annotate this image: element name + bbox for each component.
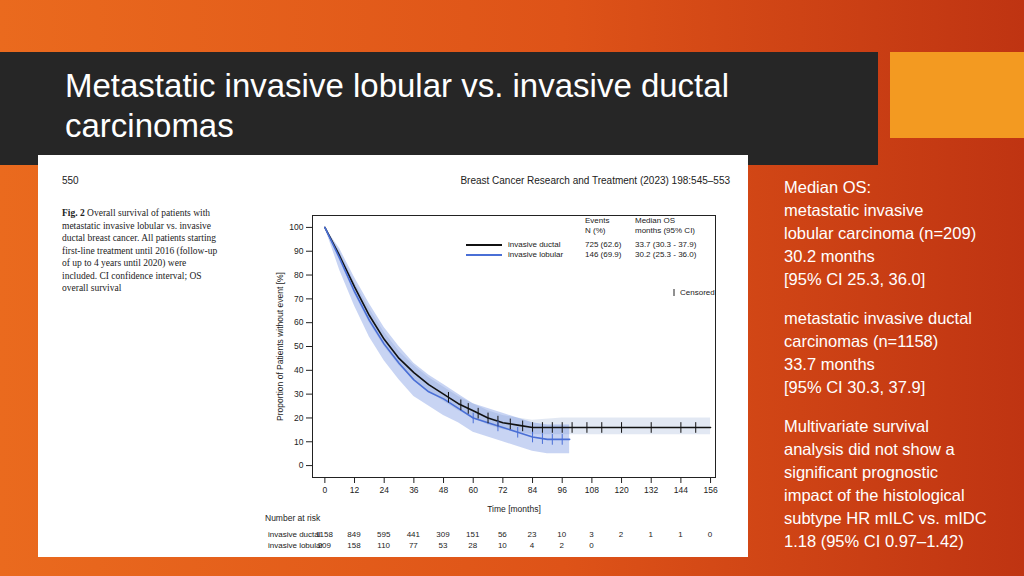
html-text:209: 209 bbox=[317, 541, 331, 550]
svg-text:30: 30 bbox=[294, 389, 304, 399]
html-text:1: 1 bbox=[678, 530, 683, 539]
svg-text:72: 72 bbox=[498, 485, 508, 495]
html-text:Breast Cancer Research and Tre: Breast Cancer Research and Treatment (20… bbox=[460, 175, 730, 186]
html-text:2: 2 bbox=[559, 541, 564, 550]
html-text:151: 151 bbox=[466, 530, 480, 539]
html-text:1: 1 bbox=[648, 530, 653, 539]
html-text:metastatic invasive ductal: metastatic invasive ductal bbox=[784, 309, 972, 327]
svg-text:60: 60 bbox=[468, 485, 478, 495]
html-text:carcinomas: carcinomas bbox=[65, 107, 234, 144]
svg-text:0: 0 bbox=[322, 485, 327, 495]
svg-text:96: 96 bbox=[557, 485, 567, 495]
html-text:Median OS: Median OS bbox=[635, 216, 675, 225]
html-text:725 (62.6): 725 (62.6) bbox=[585, 240, 622, 249]
html-text:N (%): N (%) bbox=[585, 225, 606, 235]
svg-text:10: 10 bbox=[294, 436, 304, 446]
html-text:30.2 months: 30.2 months bbox=[784, 247, 875, 265]
html-text:Number at risk: Number at risk bbox=[265, 513, 321, 523]
html-text:Metastatic invasive lobular vs: Metastatic invasive lobular vs. invasive… bbox=[65, 67, 729, 104]
svg-text:80: 80 bbox=[294, 270, 304, 280]
html-text:10: 10 bbox=[557, 530, 567, 539]
html-text:analysis did not show a: analysis did not show a bbox=[784, 440, 955, 458]
html-text:0: 0 bbox=[589, 541, 594, 550]
svg-text:70: 70 bbox=[294, 294, 304, 304]
html-text:1.18 (95% CI 0.97–1.42): 1.18 (95% CI 0.97–1.42) bbox=[784, 532, 964, 550]
svg-text:12: 12 bbox=[350, 485, 360, 495]
html-text:Multivariate survival: Multivariate survival bbox=[784, 417, 929, 435]
svg-text:20: 20 bbox=[294, 413, 304, 423]
svg-text:120: 120 bbox=[614, 485, 628, 495]
svg-text:48: 48 bbox=[439, 485, 449, 495]
svg-text:36: 36 bbox=[409, 485, 419, 495]
html-text:23: 23 bbox=[527, 530, 537, 539]
html-text:impact of the histological: impact of the histological bbox=[784, 486, 965, 504]
html-text:3: 3 bbox=[589, 530, 594, 539]
html-text:158: 158 bbox=[347, 541, 361, 550]
html-text:28: 28 bbox=[468, 541, 478, 550]
html-text:33.7 months: 33.7 months bbox=[784, 355, 875, 373]
svg-text:84: 84 bbox=[528, 485, 538, 495]
html-text:77: 77 bbox=[408, 541, 418, 550]
html-text:30.2 (25.3 - 36.0): 30.2 (25.3 - 36.0) bbox=[635, 250, 697, 259]
html-text:2: 2 bbox=[618, 530, 624, 539]
html-text:significant prognostic: significant prognostic bbox=[784, 463, 939, 481]
html-text:[95% CI 25.3, 36.0]: [95% CI 25.3, 36.0] bbox=[784, 270, 926, 288]
html-text:595: 595 bbox=[377, 530, 391, 539]
svg-text:50: 50 bbox=[294, 341, 304, 351]
html-text:invasive lobular: invasive lobular bbox=[268, 541, 324, 550]
html-text:309: 309 bbox=[436, 530, 450, 539]
html-text:carcinomas (n=1158): carcinomas (n=1158) bbox=[784, 332, 939, 350]
svg-text:24: 24 bbox=[379, 485, 389, 495]
html-text:550: 550 bbox=[62, 175, 79, 186]
html-text:metastatic invasive: metastatic invasive bbox=[784, 201, 924, 219]
html-text:849: 849 bbox=[347, 530, 361, 539]
html-text:0: 0 bbox=[707, 530, 713, 539]
html-text:months (95% CI): months (95% CI) bbox=[635, 225, 695, 235]
html-text:[95% CI 30.3, 37.9]: [95% CI 30.3, 37.9] bbox=[784, 378, 926, 396]
html-text:invasive lobular: invasive lobular bbox=[508, 250, 564, 259]
html-text:110: 110 bbox=[377, 541, 391, 550]
svg-text:156: 156 bbox=[703, 485, 717, 495]
html-text:invasive ductal: invasive ductal bbox=[508, 240, 561, 249]
svg-text:0: 0 bbox=[299, 460, 304, 470]
html-text:Fig. 2 Overall survival of pat: Fig. 2 Overall survival of patients with… bbox=[62, 208, 218, 293]
svg-text:90: 90 bbox=[294, 246, 304, 256]
svg-text:132: 132 bbox=[644, 485, 658, 495]
html-text:Events: Events bbox=[585, 216, 610, 225]
html-text:1158: 1158 bbox=[315, 530, 333, 539]
svg-text:Time [months]: Time [months] bbox=[487, 504, 541, 514]
html-text:10: 10 bbox=[497, 541, 507, 550]
html-text:53: 53 bbox=[438, 541, 448, 550]
html-text:lobular carcinoma (n=209): lobular carcinoma (n=209) bbox=[784, 224, 977, 242]
html-text:4: 4 bbox=[529, 541, 535, 550]
html-text:441: 441 bbox=[406, 530, 420, 539]
html-text:33.7 (30.3 - 37.9): 33.7 (30.3 - 37.9) bbox=[635, 240, 697, 249]
html-text:Censored: Censored bbox=[680, 288, 715, 297]
html-text:Median OS:: Median OS: bbox=[784, 178, 872, 196]
svg-text:108: 108 bbox=[585, 485, 599, 495]
svg-text:100: 100 bbox=[289, 222, 303, 232]
html-text:56: 56 bbox=[497, 530, 507, 539]
svg-text:60: 60 bbox=[294, 317, 304, 327]
svg-text:40: 40 bbox=[294, 365, 304, 375]
html-text:subtype HR mILC vs. mIDC: subtype HR mILC vs. mIDC bbox=[784, 509, 987, 527]
svg-text:Proportion of Patients without: Proportion of Patients without event [%] bbox=[275, 272, 285, 421]
html-text:invasive ductal: invasive ductal bbox=[268, 530, 321, 539]
html-text:146 (69.9): 146 (69.9) bbox=[585, 250, 622, 259]
svg-text:144: 144 bbox=[674, 485, 688, 495]
